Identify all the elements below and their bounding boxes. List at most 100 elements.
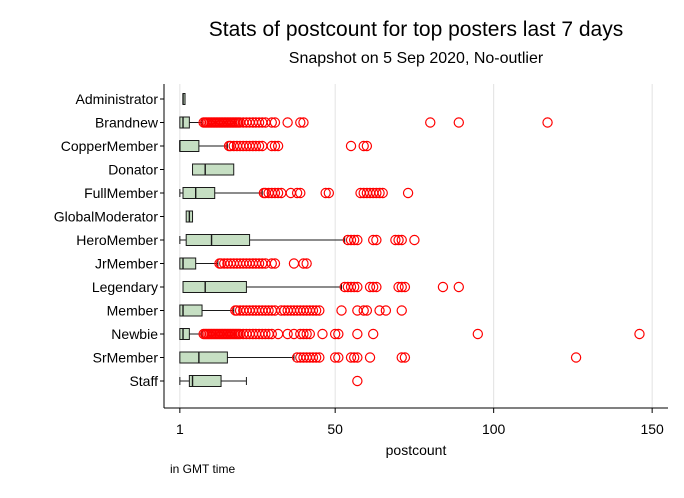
outlier-point <box>396 281 407 293</box>
x-axis-label: postcount <box>386 442 447 458</box>
outlier-point <box>298 258 309 269</box>
outlier-point <box>361 140 373 152</box>
outlier-point <box>345 140 357 152</box>
outlier-point <box>348 234 360 246</box>
outlier-point <box>263 305 274 316</box>
box-iqr <box>179 328 190 340</box>
outlier-point <box>396 352 407 363</box>
outlier-point <box>374 305 385 316</box>
outlier-point <box>390 234 401 246</box>
label-layer: Administrator Brandnew CopperMember Donator… <box>54 91 159 389</box>
outlier-point <box>399 352 411 363</box>
outlier-point <box>295 187 306 199</box>
category-label: JrMember <box>95 256 158 272</box>
outlier-point <box>402 187 414 199</box>
outlier-point <box>393 234 404 246</box>
outlier-point <box>437 281 449 293</box>
grid-layer <box>179 84 653 408</box>
outlier-point <box>345 234 357 246</box>
outlier-point <box>393 281 404 293</box>
outlier-point <box>352 281 363 293</box>
outlier-point <box>295 117 306 128</box>
category-label: FullMember <box>84 185 158 201</box>
chart-title: Stats of postcount for top posters last … <box>208 18 624 41</box>
outlier-point <box>253 140 265 152</box>
outlier-point <box>348 281 360 293</box>
outlier-point <box>272 328 284 340</box>
box-iqr <box>179 116 190 129</box>
outlier-point <box>364 281 376 293</box>
outlier-point <box>272 140 284 152</box>
outlier-point <box>472 328 484 340</box>
outlier-point <box>272 187 284 199</box>
outlier-point <box>301 328 312 340</box>
x-tick-label: 100 <box>482 421 506 437</box>
outlier-point <box>453 281 464 293</box>
outlier-point <box>317 328 328 340</box>
outlier-layer <box>198 117 645 387</box>
category-label: Brandnew <box>95 115 159 131</box>
outlier-point <box>266 140 277 152</box>
box-iqr <box>188 375 222 387</box>
outlier-point <box>329 352 341 363</box>
x-tick-label: 50 <box>327 421 343 437</box>
outlier-point <box>269 258 281 269</box>
outlier-point <box>253 117 265 128</box>
box-iqr <box>182 187 216 199</box>
outlier-point <box>266 117 277 128</box>
outlier-point <box>371 281 382 293</box>
category-label: SrMember <box>93 350 159 366</box>
outlier-point <box>361 305 373 316</box>
outlier-point <box>266 258 277 269</box>
outlier-point <box>352 375 363 387</box>
category-label: GlobalModerator <box>54 209 159 225</box>
outlier-point <box>282 117 293 128</box>
axis-layer: 1 50 100 150 <box>160 84 668 437</box>
outlier-point <box>368 328 379 340</box>
outlier-point <box>320 187 331 199</box>
box-iqr <box>185 234 251 246</box>
outlier-point <box>634 328 645 340</box>
outlier-point <box>323 187 335 199</box>
outlier-point <box>329 328 341 340</box>
outlier-point <box>368 281 379 293</box>
outlier-point <box>282 328 293 340</box>
category-label: Member <box>107 303 159 319</box>
outlier-point <box>368 234 379 246</box>
outlier-point <box>266 328 277 340</box>
outlier-point <box>352 234 363 246</box>
outlier-point <box>307 305 319 316</box>
outlier-point <box>371 187 382 199</box>
box-iqr <box>182 281 247 293</box>
outlier-point <box>374 187 385 199</box>
box-iqr <box>179 140 200 152</box>
outlier-point <box>396 234 407 246</box>
outlier-point <box>314 352 325 363</box>
outlier-point <box>253 258 265 269</box>
outlier-point <box>314 305 325 316</box>
outlier-point <box>345 281 357 293</box>
outlier-point <box>358 140 369 152</box>
outlier-point <box>345 352 357 363</box>
outlier-point <box>307 352 319 363</box>
outlier-point <box>364 352 376 363</box>
outlier-point <box>377 187 388 199</box>
category-label: Donator <box>108 162 158 178</box>
outlier-point <box>250 140 262 152</box>
outlier-point <box>399 281 411 293</box>
outlier-point <box>333 328 344 340</box>
outlier-point <box>298 117 309 128</box>
category-label: Legendary <box>92 279 158 295</box>
box-iqr <box>192 163 235 176</box>
category-label: Newbie <box>111 326 158 342</box>
outlier-point <box>269 140 281 152</box>
outlier-point <box>380 305 392 316</box>
category-label: CopperMember <box>61 138 159 154</box>
category-label: Staff <box>129 373 158 389</box>
outlier-point <box>288 258 300 269</box>
outlier-point <box>310 352 322 363</box>
x-tick-label: 1 <box>176 421 184 437</box>
time-note: in GMT time <box>170 462 236 476</box>
box-iqr <box>179 257 197 270</box>
category-label: HeroMember <box>76 232 158 248</box>
